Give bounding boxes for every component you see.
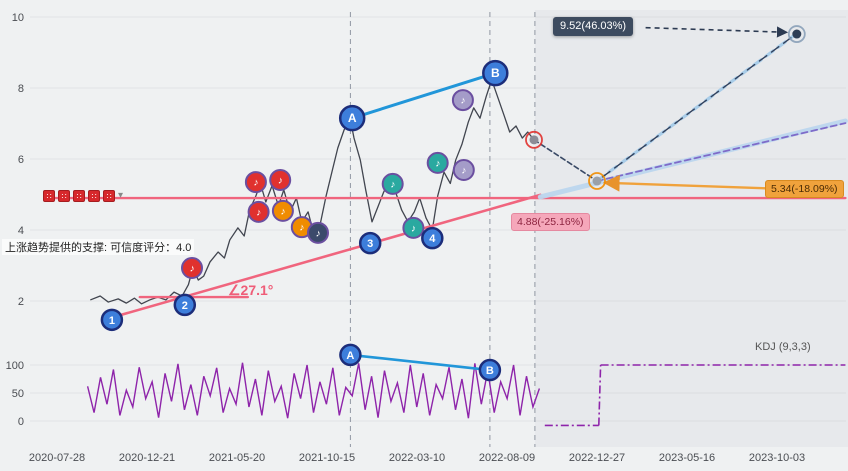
endpoint-dot <box>792 29 802 39</box>
y-axis-label: 2 <box>18 296 24 308</box>
wave-label-B[interactable]: B <box>482 59 509 87</box>
music-note-marker[interactable]: ♪ <box>181 256 203 279</box>
svg-text:A: A <box>348 111 357 125</box>
kdj-indicator-label: KDJ (9,3,3) <box>755 341 811 353</box>
endpoint-ring <box>588 172 606 190</box>
kdj-wave-label-A[interactable]: A <box>339 343 362 367</box>
svg-text:A: A <box>346 350 354 362</box>
signal-marker-row[interactable]: ∷ ∷ ∷ ∷ ∷ ▾ <box>43 190 123 202</box>
x-axis-label: 2022-08-09 <box>479 452 535 464</box>
x-axis-label: 2023-10-03 <box>749 452 805 464</box>
forecast-band <box>537 118 848 200</box>
uptrend-support-line <box>108 193 542 320</box>
wave-label-4[interactable]: 4 <box>421 226 444 250</box>
signal-marker-icon[interactable]: ∷ <box>43 190 55 202</box>
target-price-tooltip[interactable]: 9.52(46.03%) <box>553 17 634 36</box>
target-projection-dark <box>596 34 796 182</box>
music-note-icon: ♪ <box>299 223 304 234</box>
music-note-icon: ♪ <box>461 166 466 177</box>
svg-text:3: 3 <box>367 238 373 250</box>
music-note-icon: ♪ <box>411 223 416 234</box>
signal-marker-icon[interactable]: ∷ <box>103 190 115 202</box>
wave-label-3[interactable]: 3 <box>358 231 382 255</box>
x-axis-label: 2020-12-21 <box>119 452 175 464</box>
svg-text:1: 1 <box>109 315 115 327</box>
music-note-marker[interactable]: ♪ <box>451 89 474 112</box>
endpoint-dot <box>592 176 602 186</box>
wave-label-2[interactable]: 2 <box>173 293 197 317</box>
svg-text:2: 2 <box>182 300 188 312</box>
svg-text:B: B <box>491 66 500 80</box>
forecast-purple-dashed <box>596 122 847 182</box>
kdj-flat-segment <box>598 364 602 426</box>
mid-tooltip-arrow <box>602 174 770 192</box>
wave-label-A[interactable]: A <box>338 104 366 132</box>
endpoint-dot <box>529 135 539 145</box>
price-line <box>90 79 535 305</box>
music-note-icon: ♪ <box>316 228 321 239</box>
y-axis-label: 100 <box>6 360 24 372</box>
endpoint-ring <box>787 25 806 43</box>
kdj-line <box>86 362 541 419</box>
music-note-icon: ♪ <box>460 96 465 107</box>
angle-annotation: ∠27.1° <box>228 282 274 298</box>
music-note-marker[interactable]: ♪ <box>244 171 267 194</box>
music-note-icon: ♪ <box>280 206 285 217</box>
music-note-icon: ♪ <box>190 263 195 274</box>
music-note-icon: ♪ <box>256 207 261 218</box>
ab-trend-line <box>350 71 497 120</box>
music-note-icon: ♪ <box>253 178 258 189</box>
y-axis-label: 8 <box>18 83 24 95</box>
collapsed-marker-icon[interactable]: ▾ <box>118 190 124 201</box>
music-note-marker[interactable]: ♪ <box>381 172 404 195</box>
music-note-marker[interactable]: ♪ <box>452 159 475 182</box>
endpoint-ring <box>525 130 543 149</box>
music-note-icon: ♪ <box>435 158 440 169</box>
x-axis-label: 2021-05-20 <box>209 452 265 464</box>
svg-text:B: B <box>486 365 494 377</box>
x-axis-label: 2020-07-28 <box>29 452 85 464</box>
x-axis-label: 2023-05-16 <box>659 452 715 464</box>
music-note-marker[interactable]: ♪ <box>402 216 425 239</box>
music-note-marker[interactable]: ♪ <box>269 168 292 191</box>
svg-text:4: 4 <box>429 233 436 245</box>
music-note-icon: ♪ <box>278 175 283 186</box>
drop-projection-dashed <box>533 139 598 182</box>
y-axis-label: 4 <box>18 225 24 237</box>
music-note-marker[interactable]: ♪ <box>307 221 329 244</box>
support-annotation: 上涨趋势提供的支撑: 可信度评分：4.0 <box>2 239 195 255</box>
kdj-wave-label-B[interactable]: B <box>478 358 502 382</box>
music-note-marker[interactable]: ♪ <box>426 151 449 174</box>
x-axis-label: 2022-03-10 <box>389 452 445 464</box>
music-note-marker[interactable]: ♪ <box>247 200 270 223</box>
y-axis-label: 6 <box>18 154 24 166</box>
x-axis-label: 2021-10-15 <box>299 452 355 464</box>
signal-marker-icon[interactable]: ∷ <box>73 190 85 202</box>
wave-label-1[interactable]: 1 <box>100 308 124 332</box>
music-note-marker[interactable]: ♪ <box>271 199 294 222</box>
signal-marker-icon[interactable]: ∷ <box>58 190 70 202</box>
y-axis-label: 0 <box>18 416 24 428</box>
target-tooltip-arrow <box>645 26 789 38</box>
y-axis-label: 50 <box>12 388 24 400</box>
music-note-icon: ♪ <box>390 179 395 190</box>
y-axis-label: 10 <box>12 12 24 24</box>
signal-marker-icon[interactable]: ∷ <box>88 190 100 202</box>
kdj-ab-line <box>350 353 491 372</box>
x-axis-label: 2022-12-27 <box>569 452 625 464</box>
drawdown-tooltip[interactable]: 4.88(-25.16%) <box>511 213 590 232</box>
mid-price-tooltip[interactable]: 5.34(-18.09%) <box>765 180 844 199</box>
